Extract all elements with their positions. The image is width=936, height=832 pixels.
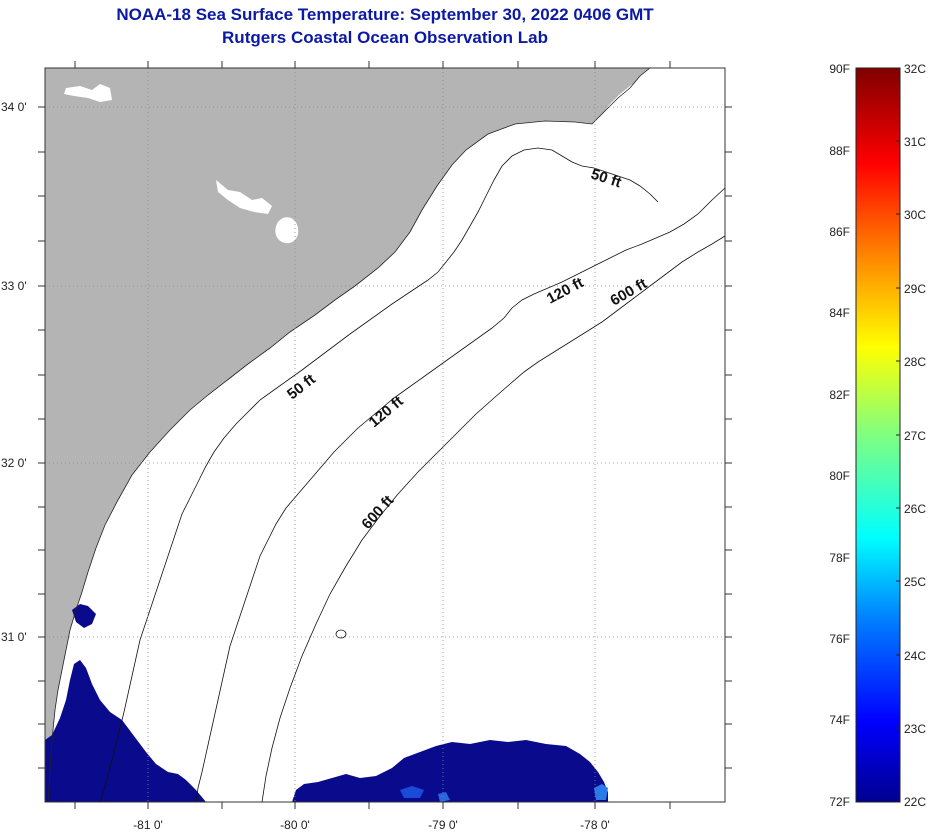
land-mass — [45, 68, 650, 802]
cb-f-84: 84F — [829, 306, 850, 320]
cb-c-31: 31C — [904, 135, 926, 149]
coastal-inlet — [598, 124, 642, 180]
small-island — [335, 629, 347, 639]
cb-c-25: 25C — [904, 575, 926, 589]
sst-warm-spot-1 — [400, 786, 424, 798]
inland-lake-2 — [216, 180, 272, 214]
colorbar — [855, 67, 901, 803]
sst-coastal-patch-2 — [72, 604, 96, 628]
title-line-1: NOAA-18 Sea Surface Temperature: Septemb… — [116, 5, 654, 24]
lat-label-34: 34 0' — [1, 100, 27, 114]
coastline — [47, 68, 651, 802]
cb-c-32: 32C — [904, 62, 926, 76]
cb-f-76: 76F — [829, 632, 850, 646]
sst-offshore-patch — [292, 740, 608, 802]
cb-c-24: 24C — [904, 649, 926, 663]
cb-f-74: 74F — [829, 713, 850, 727]
lon-label-78: -78 0' — [580, 818, 610, 832]
title-line-2: Rutgers Coastal Ocean Observation Lab — [222, 28, 548, 47]
cb-f-86: 86F — [829, 225, 850, 239]
cb-c-22: 22C — [904, 795, 926, 809]
lat-label-33: 33 0' — [1, 279, 27, 293]
lon-label-80: -80 0' — [280, 818, 310, 832]
lat-label-32: 32 0' — [1, 456, 27, 470]
cb-f-78: 78F — [829, 551, 850, 565]
lon-label-81: -81 0' — [133, 818, 163, 832]
lon-label-79: -79 0' — [428, 818, 458, 832]
map-title: NOAA-18 Sea Surface Temperature: Septemb… — [45, 3, 725, 49]
contour-50ft — [99, 147, 659, 802]
inland-lake-1 — [64, 84, 112, 102]
inland-lake-3 — [275, 217, 299, 244]
cb-f-80: 80F — [829, 469, 850, 483]
cb-c-27: 27C — [904, 429, 926, 443]
axis-ticks — [38, 61, 732, 809]
contour-120ft — [195, 187, 725, 802]
sound-area — [604, 74, 650, 122]
cb-c-ticks — [896, 67, 900, 803]
cb-f-72: 72F — [829, 795, 850, 809]
cb-f-90: 90F — [829, 62, 850, 76]
sst-warm-spot-2 — [594, 784, 608, 800]
contour-600ft — [261, 235, 725, 802]
plot-border — [44, 67, 726, 803]
cb-c-28: 28C — [904, 355, 926, 369]
cb-c-29: 29C — [904, 282, 926, 296]
cb-c-23: 23C — [904, 722, 926, 736]
sst-warm-spot-3 — [438, 792, 450, 802]
gridlines — [45, 68, 725, 802]
cb-f-82: 82F — [829, 388, 850, 402]
lat-label-31: 31 0' — [1, 630, 27, 644]
cb-c-30: 30C — [904, 208, 926, 222]
sst-coastal-patch — [45, 660, 206, 802]
cb-f-88: 88F — [829, 144, 850, 158]
cb-c-26: 26C — [904, 502, 926, 516]
